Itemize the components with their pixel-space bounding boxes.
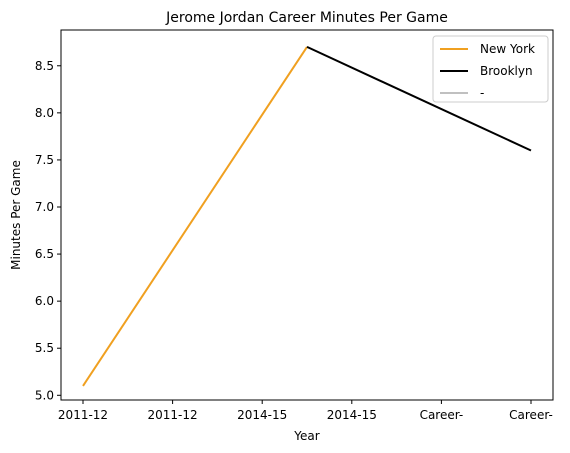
x-tick-label: 2011-12 [58, 408, 108, 422]
x-tick-label: Career- [509, 408, 553, 422]
x-tick-label: 2014-15 [327, 408, 377, 422]
chart-title: Jerome Jordan Career Minutes Per Game [165, 10, 448, 26]
legend-label: New York [480, 42, 535, 56]
legend-label: - [480, 86, 484, 100]
y-tick-label: 5.0 [35, 388, 54, 402]
legend-label: Brooklyn [480, 64, 533, 78]
y-tick-label: 6.0 [35, 294, 54, 308]
x-axis: 2011-12 2011-12 2014-15 2014-15 Career- Caree… [58, 400, 553, 422]
y-tick-label: 5.5 [35, 341, 54, 355]
legend: New York Brooklyn - [432, 35, 549, 103]
series-lines [82, 45, 532, 387]
y-tick-label: 7.5 [35, 153, 54, 167]
x-axis-title: Year [293, 429, 319, 443]
series-line-brooklyn [306, 45, 532, 152]
y-tick-label: 7.0 [35, 200, 54, 214]
x-tick-label: Career- [420, 408, 464, 422]
y-tick-label: 6.5 [35, 247, 54, 261]
x-tick-label: 2014-15 [237, 408, 287, 422]
series-line-new-york [82, 46, 308, 387]
y-tick-label: 8.5 [35, 59, 54, 73]
x-tick-label: 2011-12 [148, 408, 198, 422]
y-axis-title: Minutes Per Game [9, 160, 23, 270]
y-axis: 5.0 5.5 6.0 6.5 7.0 7.5 8.0 8.5 [35, 59, 61, 402]
legend-box [432, 35, 549, 103]
y-tick-label: 8.0 [35, 106, 54, 120]
plot-frame [60, 29, 554, 401]
